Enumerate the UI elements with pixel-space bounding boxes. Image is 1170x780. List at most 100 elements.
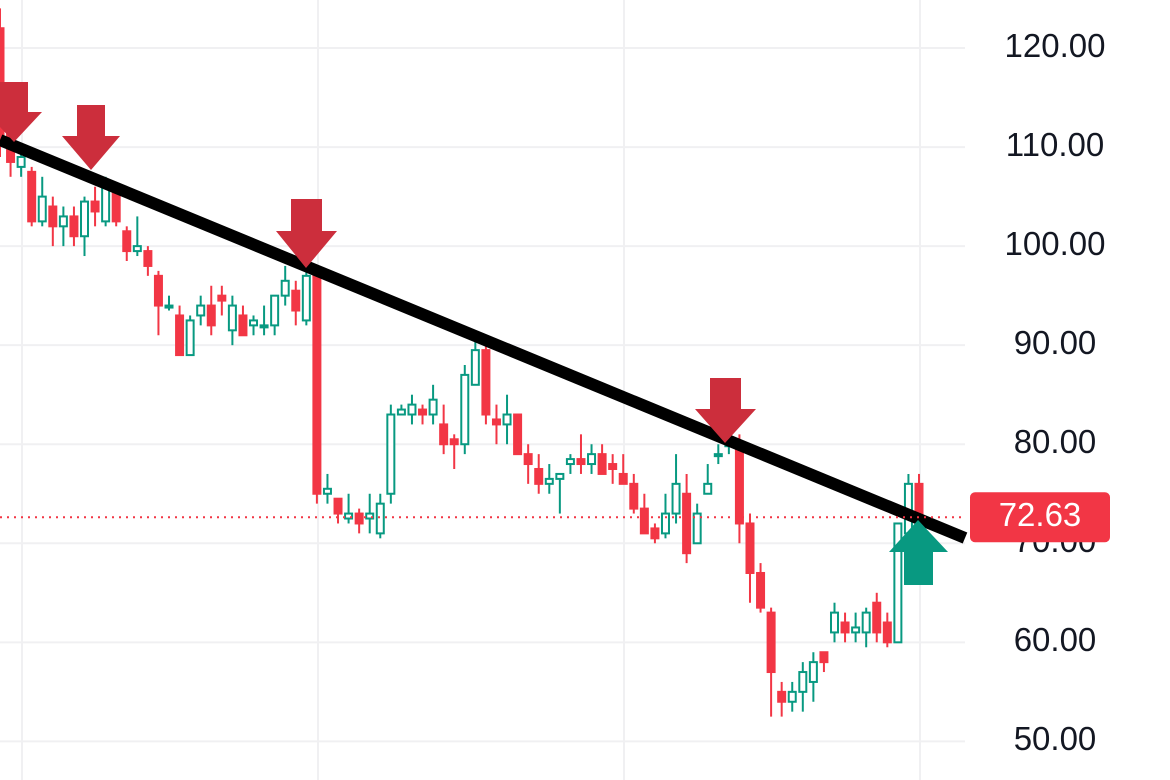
candle-body	[407, 403, 417, 416]
candle-body	[375, 502, 385, 535]
candle-body	[491, 418, 501, 426]
candle-body	[851, 626, 861, 634]
candle-body	[565, 458, 575, 466]
candle-body	[80, 200, 90, 238]
y-tick-label: 120.00	[1005, 27, 1106, 64]
candle-body	[660, 512, 670, 535]
candle-body	[164, 304, 174, 309]
candle-body	[185, 319, 195, 357]
buy-arrow	[889, 520, 948, 585]
candle-body	[217, 294, 227, 302]
y-tick-label: 100.00	[1005, 225, 1106, 262]
candle-body	[481, 349, 491, 416]
candle-body	[354, 512, 364, 525]
candle-body	[629, 482, 639, 510]
candle-body	[523, 453, 533, 466]
trendline	[0, 134, 968, 544]
candle-body	[16, 155, 26, 168]
candle-body	[69, 215, 79, 238]
candle-body	[132, 245, 142, 253]
candle-body	[713, 453, 723, 458]
candle-body	[27, 170, 37, 223]
last-price-badge	[970, 492, 1110, 543]
y-tick-label: 80.00	[1014, 423, 1097, 460]
y-tick-label: 90.00	[1014, 324, 1097, 361]
candle-body	[280, 279, 290, 297]
candle-body	[587, 453, 597, 466]
candle-body	[196, 304, 206, 317]
candle-body	[365, 512, 375, 520]
candle-body	[470, 349, 480, 386]
candle-body	[90, 200, 100, 213]
sell-arrow	[695, 378, 756, 443]
candle-body	[111, 190, 121, 223]
y-tick-label: 110.00	[1006, 126, 1104, 163]
candle-body	[639, 507, 649, 535]
candle-body	[787, 690, 797, 703]
candle-body	[418, 408, 428, 416]
candle-body	[513, 413, 523, 456]
candle-body	[608, 463, 618, 470]
sell-arrow	[62, 105, 120, 170]
candle-body	[872, 601, 882, 634]
candle-body	[893, 522, 903, 644]
candle-body	[544, 477, 554, 485]
candle-body	[618, 472, 628, 485]
candle-body	[756, 571, 766, 609]
candle-body	[333, 497, 343, 515]
candle-body	[597, 453, 607, 475]
candle-body	[882, 621, 892, 644]
candle-body	[819, 651, 829, 664]
candle-body	[143, 250, 153, 267]
y-tick-label: 50.00	[1014, 720, 1097, 757]
candle-body	[829, 611, 839, 634]
candle-body	[344, 512, 354, 520]
sell-arrows	[0, 82, 756, 443]
y-tick-label: 60.00	[1014, 621, 1097, 658]
last-price-label: 72.63	[999, 496, 1082, 533]
candle-body	[175, 314, 185, 357]
candle-body	[439, 423, 449, 446]
candle-body	[291, 289, 301, 312]
candle-body	[671, 482, 681, 515]
candle-body	[206, 304, 216, 327]
candle-body	[48, 205, 58, 228]
candle-body	[270, 294, 280, 327]
candle-body	[745, 522, 755, 574]
candle-body	[396, 408, 406, 416]
candle-body	[428, 398, 438, 416]
candle-body	[227, 304, 237, 332]
candle-body	[840, 621, 850, 634]
candle-body	[808, 661, 818, 683]
candle-body	[777, 690, 787, 703]
candle-body	[576, 458, 586, 466]
sell-arrow	[0, 82, 42, 142]
candle-body	[449, 438, 459, 446]
candle-body	[301, 274, 311, 322]
candle-body	[58, 215, 68, 228]
sell-arrow	[276, 199, 337, 268]
candle-body	[502, 413, 512, 426]
candle-body	[312, 274, 322, 495]
candle-body	[682, 492, 692, 555]
candle-body	[703, 482, 713, 495]
candle-body	[238, 314, 248, 337]
candle-body	[460, 373, 470, 446]
candle-body	[122, 230, 132, 253]
candle-body	[37, 195, 47, 223]
candle-body	[692, 512, 702, 545]
candle-body	[259, 324, 269, 329]
candle-body	[861, 611, 871, 634]
candles	[0, 8, 924, 717]
candle-body	[249, 319, 259, 327]
candle-body	[798, 671, 808, 693]
candle-body	[766, 611, 776, 674]
candle-body	[153, 274, 163, 307]
candle-body	[555, 472, 565, 480]
candle-body	[101, 185, 111, 223]
candle-body	[650, 527, 660, 540]
candle-body	[534, 467, 544, 485]
candle-body	[386, 413, 396, 495]
